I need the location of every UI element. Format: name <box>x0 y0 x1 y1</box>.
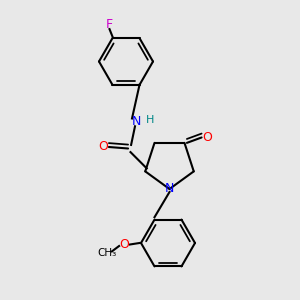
Text: N: N <box>165 182 174 196</box>
Text: H: H <box>146 115 154 125</box>
Text: F: F <box>106 18 113 31</box>
Text: O: O <box>120 238 129 251</box>
Text: CH₃: CH₃ <box>97 248 116 258</box>
Text: O: O <box>99 140 108 154</box>
Text: O: O <box>202 131 212 144</box>
Text: N: N <box>132 115 141 128</box>
